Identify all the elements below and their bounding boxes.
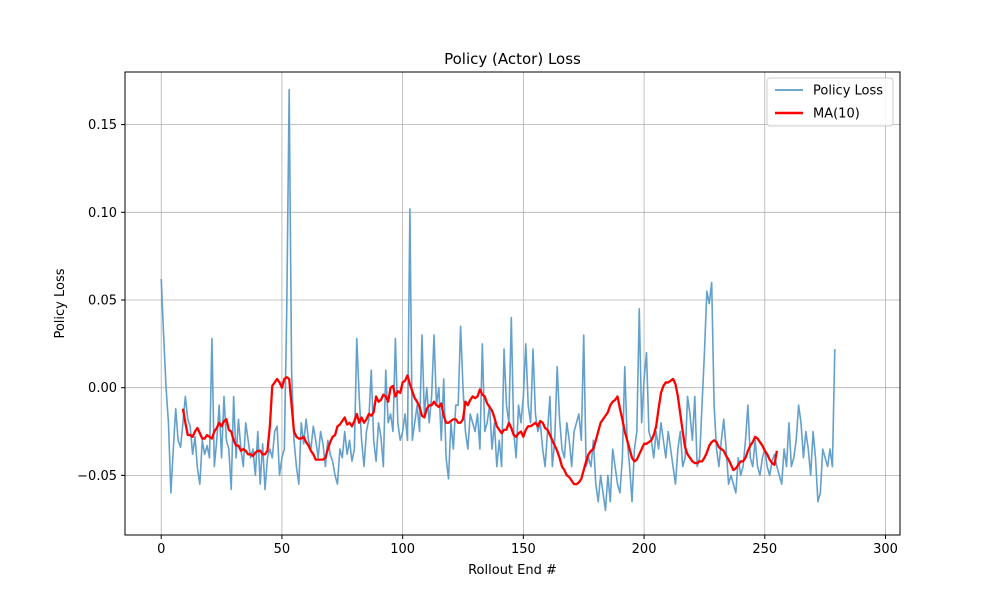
legend-label-ma10: MA(10) bbox=[813, 107, 860, 122]
y-tick-label: −0.05 bbox=[77, 469, 117, 484]
y-axis-label: Policy Loss bbox=[53, 268, 68, 338]
series-line-policy-loss bbox=[160, 88, 836, 512]
series-layer bbox=[160, 88, 836, 512]
chart-title: Policy (Actor) Loss bbox=[444, 50, 581, 68]
x-tick-label: 100 bbox=[390, 542, 415, 557]
x-tick-label: 0 bbox=[157, 542, 165, 557]
y-tick-label: 0.05 bbox=[88, 293, 117, 308]
x-tick-label: 250 bbox=[752, 542, 777, 557]
x-axis-label: Rollout End # bbox=[468, 563, 557, 578]
y-tick-label: 0.10 bbox=[88, 206, 117, 221]
y-tick-label: 0.15 bbox=[88, 118, 117, 133]
axis-ticks: 0 50 100 150 200 250 300 −0.05 0.00 0.05 0.10 0.15 bbox=[77, 118, 898, 557]
legend: Policy Loss MA(10) bbox=[766, 77, 894, 127]
x-tick-label: 50 bbox=[274, 542, 291, 557]
series-line-ma10 bbox=[181, 374, 779, 486]
x-tick-label: 150 bbox=[511, 542, 536, 557]
x-tick-label: 200 bbox=[632, 542, 657, 557]
plot-frame bbox=[124, 71, 901, 536]
y-tick-label: 0.00 bbox=[88, 381, 117, 396]
x-tick-label: 300 bbox=[873, 542, 898, 557]
legend-label-policy-loss: Policy Loss bbox=[813, 84, 883, 99]
